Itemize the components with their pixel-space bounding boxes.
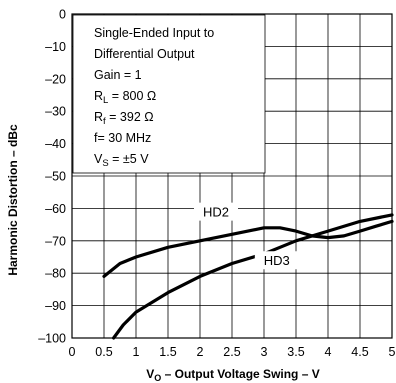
plot-border xyxy=(71,13,393,339)
y-tick-label: –90 xyxy=(45,299,66,313)
series-label-background xyxy=(194,202,238,221)
y-tick-label: –60 xyxy=(45,202,66,216)
y-tick-label: –20 xyxy=(45,72,66,86)
annotation-line-vs: VS = ±5 V xyxy=(94,152,149,169)
y-tick-label: –30 xyxy=(45,105,66,119)
annotation-box xyxy=(72,14,266,174)
x-tick-label: 5 xyxy=(389,345,396,359)
series-line-hd3 xyxy=(112,213,394,340)
x-tick-label: 1.5 xyxy=(159,345,176,359)
x-tick-label: 3 xyxy=(261,345,268,359)
x-tick-label: 2.5 xyxy=(223,345,240,359)
x-tick-label: 2 xyxy=(197,345,204,359)
y-tick-label: –40 xyxy=(45,137,66,151)
x-tick-label: 4 xyxy=(325,345,332,359)
y-tick-label: –100 xyxy=(38,332,66,346)
series-label-background xyxy=(254,251,299,270)
annotation-background xyxy=(72,14,266,174)
x-tick-label: 0 xyxy=(69,345,76,359)
x-tick-label: 0.5 xyxy=(95,345,112,359)
annotation-line-rl: RL = 800 Ω xyxy=(94,89,156,106)
x-tick-labels: 0 0.5 1 1.5 2 2.5 3 3.5 4 4.5 5 xyxy=(69,345,396,359)
annotation-line-input: Single-Ended Input to xyxy=(94,26,214,40)
series-label-hd2: HD2 xyxy=(203,205,229,220)
x-tick-label: 1 xyxy=(133,345,140,359)
annotation-line-rf: Rf = 392 Ω xyxy=(94,110,154,127)
y-tick-label: –50 xyxy=(45,170,66,184)
annotation-line-frequency: f= 30 MHz xyxy=(94,131,151,145)
x-tick-label: 4.5 xyxy=(351,345,368,359)
annotation-line-gain: Gain = 1 xyxy=(94,68,142,82)
y-tick-label: –80 xyxy=(45,267,66,281)
y-tick-labels: 0 –10 –20 –30 –40 –50 –60 –70 –80 –90 –100 xyxy=(38,8,66,346)
series-label-backgrounds xyxy=(194,202,299,270)
x-tick-label: 3.5 xyxy=(287,345,304,359)
annotation-text: Single-Ended Input to Differential Outpu… xyxy=(94,26,214,169)
plot-frame xyxy=(71,13,393,339)
series-lines xyxy=(102,213,394,340)
y-axis-title: Harmonic Distortion – dBc xyxy=(6,124,20,276)
x-axis-title: VO – Output Voltage Swing – V xyxy=(146,367,320,383)
y-tick-label: –70 xyxy=(45,234,66,248)
y-tick-label: –10 xyxy=(45,40,66,54)
series-line-hd2 xyxy=(102,219,394,278)
y-tick-label: 0 xyxy=(59,8,66,22)
annotation-line-output: Differential Output xyxy=(94,47,195,61)
series-label-hd3: HD3 xyxy=(264,253,290,268)
